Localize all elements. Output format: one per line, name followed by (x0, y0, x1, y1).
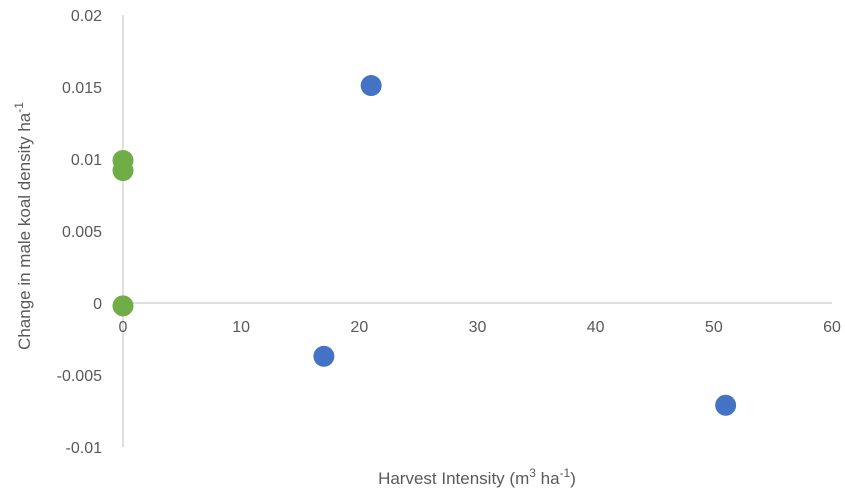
x-tick-label: 30 (469, 319, 487, 336)
y-tick-label: 0 (93, 296, 102, 313)
data-point-series-1 (360, 75, 382, 97)
y-tick-label: 0.01 (71, 152, 102, 169)
y-tick-label: -0.01 (66, 440, 103, 457)
x-tick-labels: 0 10 20 30 40 50 60 (119, 319, 841, 336)
y-axis-title-text: Change in male koal density ha (15, 112, 34, 350)
x-tick-label: 60 (823, 319, 841, 336)
x-axis-title-end: ) (570, 469, 576, 488)
x-axis-title-mid: ha (536, 469, 560, 488)
x-axis-title-sup2: -1 (560, 466, 571, 480)
y-axis-title-sup: -1 (12, 102, 26, 113)
y-tick-labels: -0.01 -0.005 0 0.005 0.01 0.015 0.02 (57, 8, 102, 457)
x-tick-label: 40 (587, 319, 605, 336)
data-point-series-2 (112, 295, 134, 317)
y-tick-label: 0.02 (71, 8, 102, 25)
x-tick-label: 0 (119, 319, 128, 336)
x-tick-label: 10 (232, 319, 250, 336)
y-tick-label: 0.015 (62, 80, 102, 97)
data-points (112, 75, 737, 416)
x-axis-title: Harvest Intensity (m3 ha-1) (378, 466, 576, 488)
data-point-series-2 (112, 160, 134, 182)
y-axis-title: Change in male koal density ha-1 (12, 102, 34, 350)
x-tick-label: 50 (705, 319, 723, 336)
x-axis-title-text: Harvest Intensity (m (378, 469, 529, 488)
x-tick-label: 20 (350, 319, 368, 336)
data-point-series-1 (313, 345, 335, 367)
y-tick-label: -0.005 (57, 368, 102, 385)
data-point-series-1 (715, 394, 737, 416)
y-tick-label: 0.005 (62, 224, 102, 241)
x-axis-title-sup1: 3 (529, 466, 536, 480)
